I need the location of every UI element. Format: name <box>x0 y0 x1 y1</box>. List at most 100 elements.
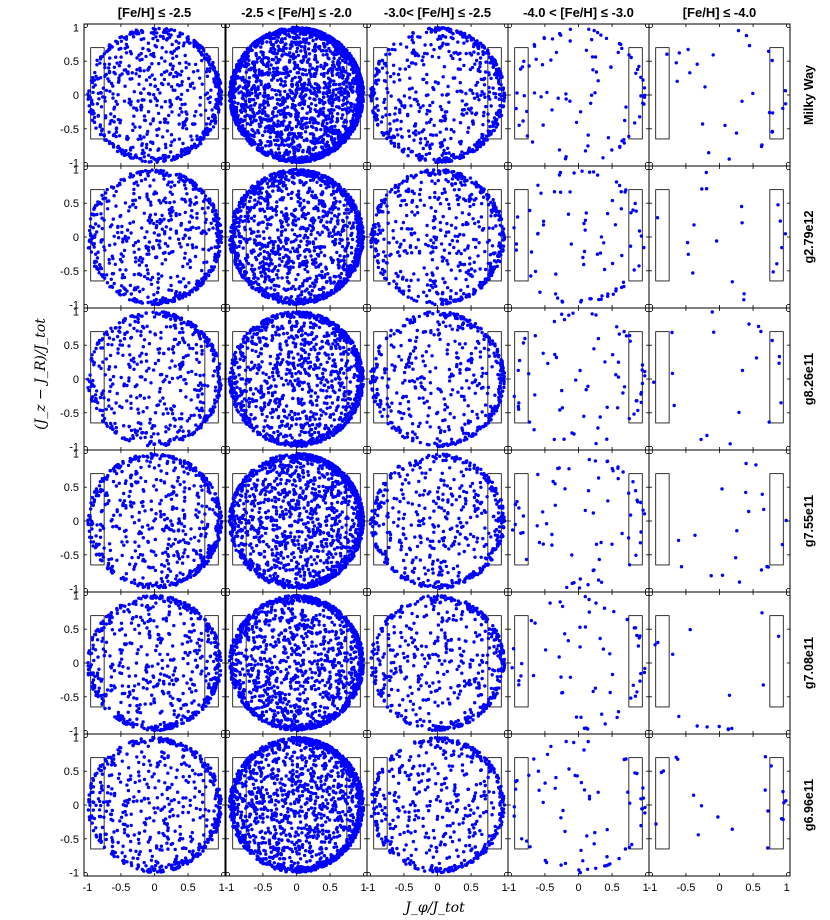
data-point <box>447 159 451 164</box>
data-point <box>382 79 387 83</box>
data-point <box>239 130 244 134</box>
data-point <box>292 26 297 31</box>
data-point <box>237 69 242 73</box>
data-point <box>189 134 193 138</box>
data-point <box>447 100 451 105</box>
data-point <box>449 153 454 158</box>
data-point <box>188 197 192 202</box>
data-point <box>284 42 288 46</box>
data-point <box>397 98 401 102</box>
data-point <box>206 116 211 121</box>
data-point <box>638 115 642 119</box>
data-point <box>270 88 274 92</box>
data-point <box>479 93 483 97</box>
data-point <box>91 242 95 247</box>
data-point <box>146 129 150 134</box>
data-point <box>275 34 279 38</box>
data-point <box>328 49 332 53</box>
data-point <box>456 67 460 71</box>
data-point <box>336 59 340 63</box>
data-point <box>152 221 156 226</box>
data-point <box>494 62 499 67</box>
data-point <box>542 36 546 40</box>
data-point <box>169 71 173 76</box>
data-point <box>426 27 431 31</box>
data-point <box>212 117 217 121</box>
row-labels: Milky Wayg2.79e12g8.26e11g7.55e11g7.08e1… <box>802 65 816 831</box>
data-point <box>441 41 445 45</box>
data-point <box>269 63 273 67</box>
data-point <box>338 130 342 135</box>
data-point <box>159 73 164 77</box>
data-point <box>272 106 276 111</box>
data-point <box>309 154 313 158</box>
data-point <box>303 55 308 59</box>
data-point <box>458 89 463 93</box>
data-point <box>205 67 210 71</box>
data-point <box>144 78 149 82</box>
data-point <box>193 62 198 67</box>
data-point <box>195 211 199 216</box>
data-point <box>335 105 339 109</box>
data-point <box>405 58 409 62</box>
data-point <box>109 44 113 48</box>
data-point <box>400 149 405 153</box>
data-point <box>123 84 127 88</box>
data-point <box>199 113 203 117</box>
data-point <box>180 32 185 36</box>
data-point <box>235 118 239 123</box>
data-point <box>402 105 407 110</box>
data-point <box>564 92 568 96</box>
data-point <box>187 220 192 224</box>
data-point <box>447 151 451 155</box>
data-point <box>185 88 190 93</box>
data-point <box>231 83 235 87</box>
data-point <box>297 29 302 33</box>
data-point <box>257 110 261 115</box>
data-point <box>446 146 450 150</box>
data-point <box>339 69 344 74</box>
data-point <box>695 62 699 66</box>
data-point <box>160 227 164 231</box>
data-point <box>150 73 154 77</box>
data-point <box>440 107 444 112</box>
data-point <box>309 102 314 106</box>
data-point <box>525 109 529 114</box>
data-point <box>303 130 308 134</box>
data-point <box>294 277 298 282</box>
data-point <box>313 257 318 261</box>
data-point <box>169 103 174 107</box>
column-title: -4.0 < [Fe/H] ≤ -3.0 <box>523 5 634 20</box>
data-point <box>191 184 196 188</box>
data-point <box>143 235 147 240</box>
data-point <box>351 109 355 113</box>
data-point <box>164 117 168 122</box>
data-point <box>209 265 214 269</box>
data-point <box>163 241 168 246</box>
data-point <box>172 49 176 53</box>
data-point <box>182 41 186 45</box>
data-point <box>254 94 258 98</box>
data-point <box>205 74 210 79</box>
data-point <box>266 222 270 226</box>
row-label: g7.08e11 <box>802 637 816 689</box>
data-point <box>686 47 690 52</box>
data-point <box>188 259 192 263</box>
data-point <box>332 108 336 112</box>
data-point <box>338 47 342 52</box>
data-point <box>146 153 151 157</box>
data-point <box>387 48 391 52</box>
data-point <box>319 99 324 103</box>
data-point <box>313 53 317 58</box>
data-point <box>275 131 279 135</box>
data-point <box>336 95 341 100</box>
data-point <box>384 64 388 68</box>
data-point <box>449 136 453 141</box>
data-point <box>160 46 164 50</box>
data-point <box>433 80 438 84</box>
data-point <box>391 63 396 67</box>
data-point <box>329 37 333 42</box>
scatter-panel <box>648 23 791 167</box>
data-point <box>208 69 212 74</box>
data-point <box>316 114 320 118</box>
